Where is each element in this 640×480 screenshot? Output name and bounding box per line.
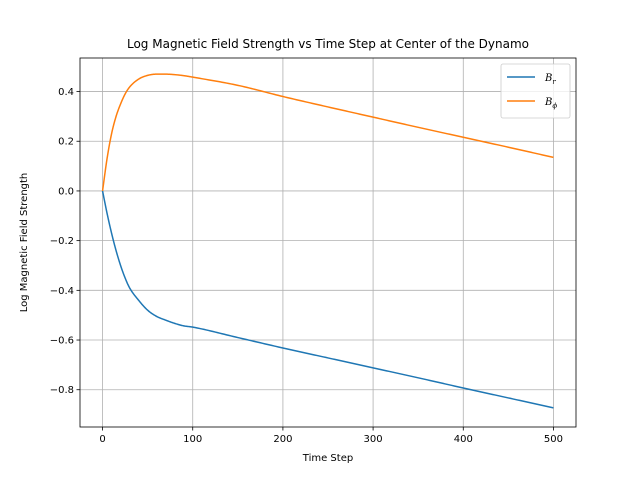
x-axis-label: Time Step: [302, 453, 353, 464]
y-tick-label: −0.6: [50, 336, 74, 347]
series-line-b-phi: [101, 73, 554, 192]
y-tick-label: −0.4: [50, 286, 74, 297]
y-tick-label: 0.2: [58, 137, 74, 148]
legend: Br Bϕ: [500, 63, 571, 119]
legend-entry-label: Br: [544, 73, 556, 86]
x-tick-label: 200: [273, 434, 292, 445]
x-tick-label: 0: [99, 434, 105, 445]
ticks: 0 100 200 300 400 500 −0.8 −0.6 −0.4 −0.2 0.0 0.2 0.…: [50, 87, 563, 445]
chart-title: Log Magnetic Field Strength vs Time Step…: [127, 37, 529, 51]
y-axis-label: Log Magnetic Field Strength: [19, 173, 30, 313]
y-tick-label: 0.0: [58, 186, 74, 197]
x-tick-label: 500: [544, 434, 563, 445]
y-tick-label: −0.2: [50, 236, 74, 247]
y-tick-label: 0.4: [58, 87, 74, 98]
x-tick-label: 400: [454, 434, 473, 445]
series-layer: [101, 73, 554, 409]
legend-entry-label: Bϕ: [544, 97, 557, 110]
legend-box: [500, 63, 571, 119]
x-tick-label: 300: [364, 434, 383, 445]
x-tick-label: 100: [183, 434, 202, 445]
grid: [80, 58, 576, 427]
series-line-b-r: [101, 190, 554, 409]
y-tick-label: −0.8: [50, 385, 74, 396]
plot-frame: [79, 57, 577, 428]
